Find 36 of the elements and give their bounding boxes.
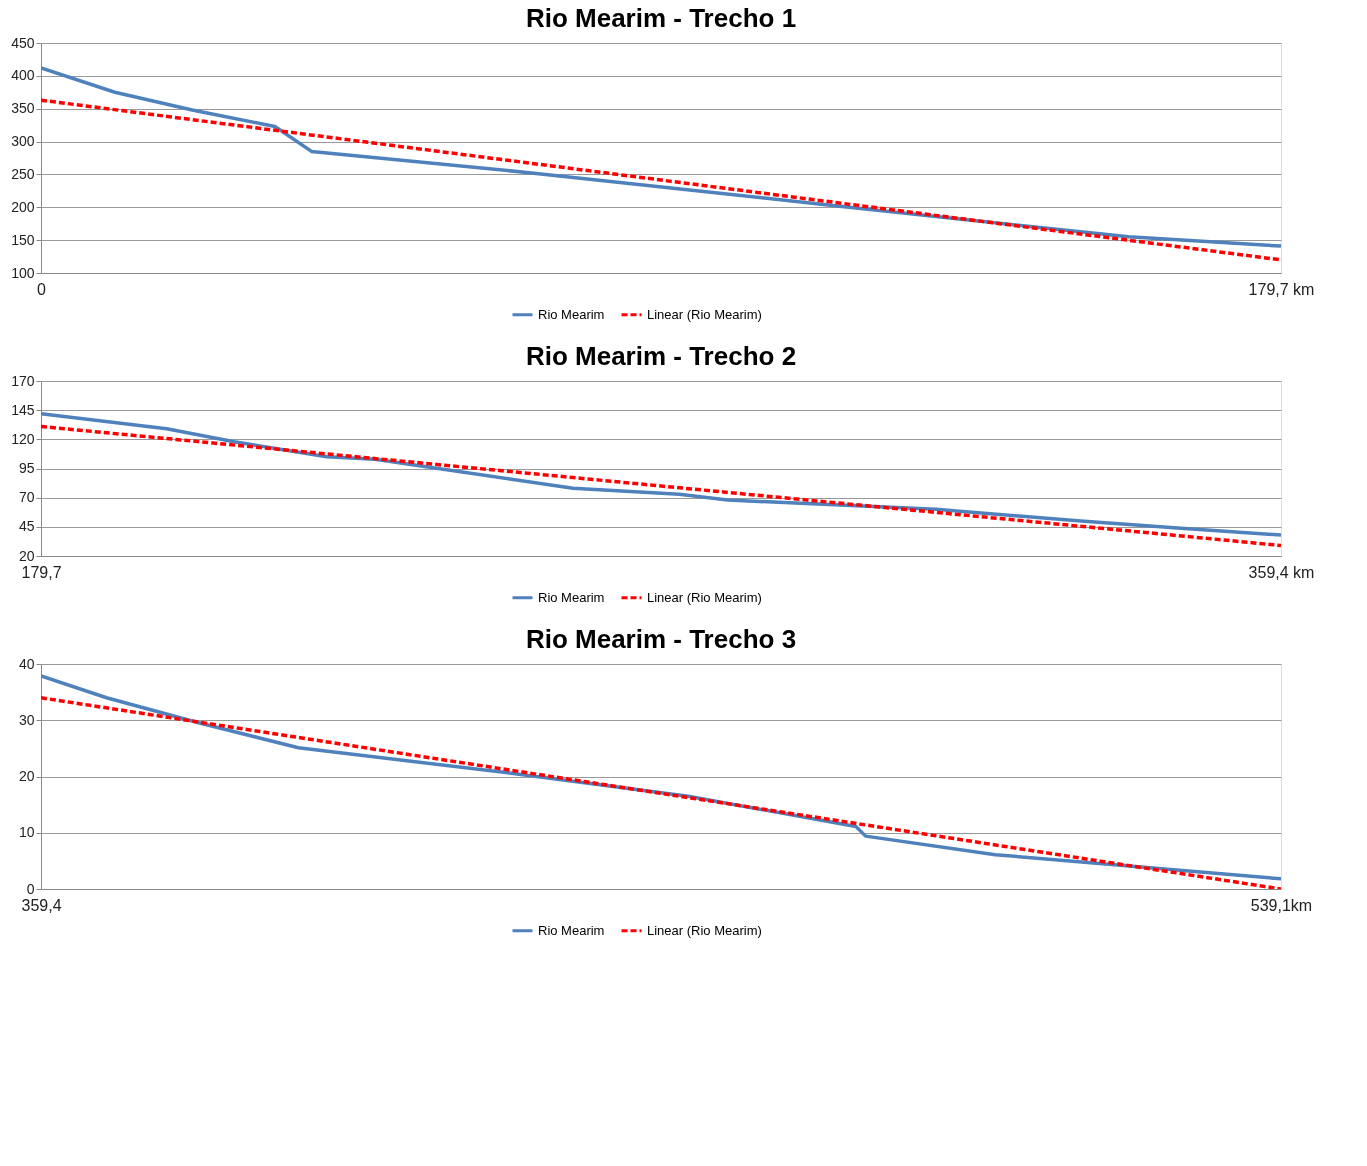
y-tick-label: 10 [18, 824, 35, 841]
x-tick-label: 179,7 [21, 563, 62, 581]
chart-title: Rio Mearim - Trecho 3 [525, 624, 797, 654]
y-tick-label: 250 [11, 165, 35, 182]
y-tick-label: 200 [11, 198, 35, 215]
legend-label: Linear (Rio Mearim) [647, 922, 762, 938]
y-tick-label: 450 [11, 34, 35, 51]
chart-title: Rio Mearim - Trecho 2 [525, 341, 797, 371]
y-tick-label: 150 [11, 231, 35, 248]
legend-label: Rio Mearim [538, 589, 605, 605]
y-tick-label: 100 [11, 264, 35, 281]
y-tick-label: 45 [18, 518, 35, 535]
y-tick-label: 30 [18, 711, 35, 728]
y-tick-label: 400 [11, 67, 35, 84]
y-tick-label: 20 [18, 768, 35, 784]
x-tick-label: 539,1km [1250, 896, 1313, 914]
y-tick-label: 120 [11, 430, 35, 447]
x-tick-label: 359,4 [21, 896, 62, 914]
legend-label: Rio Mearim [538, 922, 605, 938]
y-tick-label: 95 [18, 460, 35, 476]
y-tick-label: 170 [11, 372, 35, 389]
x-tick-label: 179,7 km [1248, 280, 1315, 298]
legend-label: Rio Mearim [538, 306, 605, 322]
line-series [41, 66, 1281, 248]
legend-label: Linear (Rio Mearim) [647, 306, 762, 322]
x-tick-label: 359,4 km [1248, 563, 1315, 581]
y-tick-label: 145 [11, 401, 35, 418]
y-tick-label: 350 [11, 100, 35, 117]
y-tick-label: 70 [18, 489, 35, 506]
y-tick-label: 300 [11, 133, 35, 150]
y-tick-label: 40 [18, 655, 35, 672]
chart-title: Rio Mearim - Trecho 1 [525, 3, 797, 33]
y-tick-label: 0 [26, 880, 35, 897]
legend-label: Linear (Rio Mearim) [647, 589, 762, 605]
line-series [41, 411, 1281, 537]
y-tick-label: 20 [18, 547, 35, 564]
